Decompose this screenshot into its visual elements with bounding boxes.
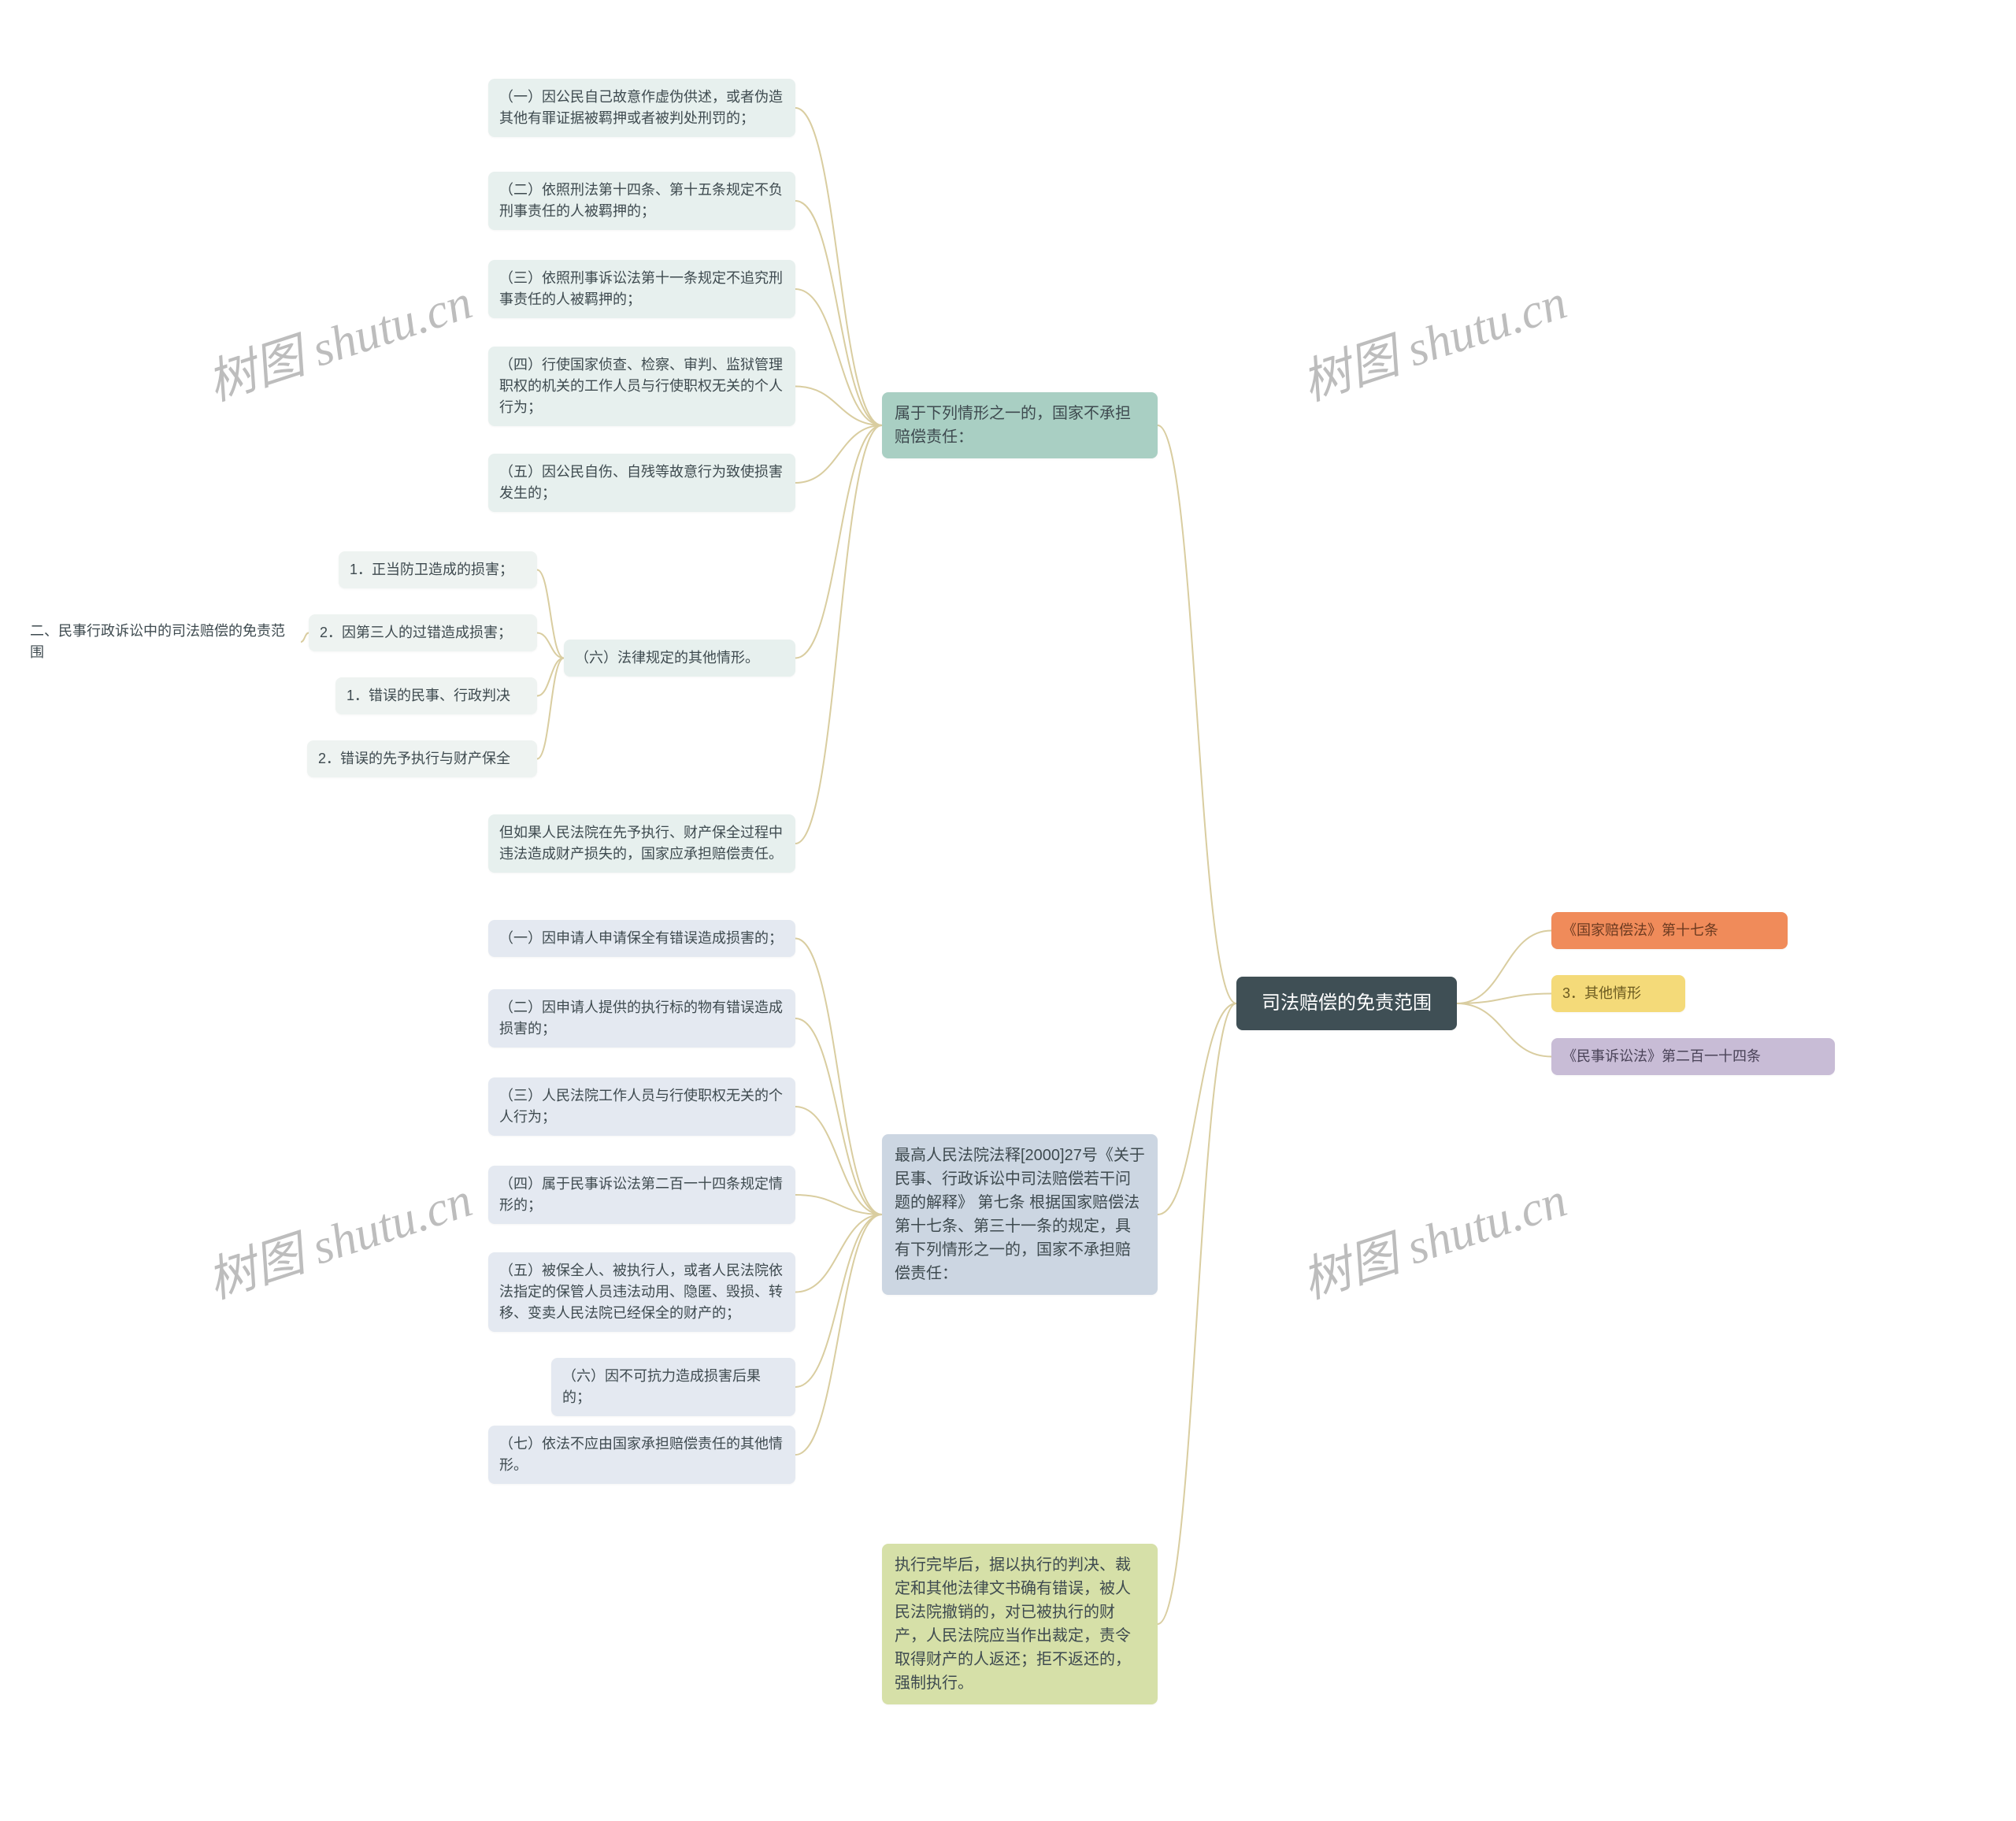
watermark: 树图 shutu.cn xyxy=(1292,262,1574,414)
node-m2c7[interactable]: （七）依法不应由国家承担赔偿责任的其他情形。 xyxy=(488,1426,795,1484)
watermark: 树图 shutu.cn xyxy=(197,1160,480,1312)
node-m1c4[interactable]: （四）行使国家侦查、检察、审判、监狱管理职权的机关的工作人员与行使职权无关的个人… xyxy=(488,347,795,426)
node-m2c5[interactable]: （五）被保全人、被执行人，或者人民法院依法指定的保管人员违法动用、隐匿、毁损、转… xyxy=(488,1252,795,1332)
node-m1c3[interactable]: （三）依照刑事诉讼法第十一条规定不追究刑事责任的人被羁押的； xyxy=(488,260,795,318)
node-m1c5[interactable]: （五）因公民自伤、自残等故意行为致使损害发生的； xyxy=(488,454,795,512)
node-r2[interactable]: 3．其他情形 xyxy=(1551,975,1685,1012)
node-m3[interactable]: 执行完毕后，据以执行的判决、裁定和其他法律文书确有错误，被人民法院撤销的，对已被… xyxy=(882,1544,1158,1704)
node-m2c4[interactable]: （四）属于民事诉讼法第二百一十四条规定情形的； xyxy=(488,1166,795,1224)
node-g4[interactable]: 2．错误的先予执行与财产保全 xyxy=(307,740,537,777)
node-m2c6[interactable]: （六）因不可抗力造成损害后果的； xyxy=(551,1358,795,1416)
watermark: 树图 shutu.cn xyxy=(197,262,480,414)
node-m1c1[interactable]: （一）因公民自己故意作虚伪供述，或者伪造其他有罪证据被羁押或者被判处刑罚的； xyxy=(488,79,795,137)
node-r3[interactable]: 《民事诉讼法》第二百一十四条 xyxy=(1551,1038,1835,1075)
node-m1[interactable]: 属于下列情形之一的，国家不承担赔偿责任： xyxy=(882,392,1158,458)
node-g3[interactable]: 1．错误的民事、行政判决 xyxy=(335,677,537,714)
node-m2c1[interactable]: （一）因申请人申请保全有错误造成损害的； xyxy=(488,920,795,957)
node-m1c7[interactable]: 但如果人民法院在先予执行、财产保全过程中违法造成财产损失的，国家应承担赔偿责任。 xyxy=(488,814,795,873)
mindmap-canvas: 树图 shutu.cn 树图 shutu.cn 树图 shutu.cn 树图 shut… xyxy=(0,0,2016,1821)
watermark: 树图 shutu.cn xyxy=(1292,1160,1574,1312)
node-m2c2[interactable]: （二）因申请人提供的执行标的物有错误造成损害的； xyxy=(488,989,795,1048)
node-g2[interactable]: 2．因第三人的过错造成损害； xyxy=(309,614,537,651)
node-m1c2[interactable]: （二）依照刑法第十四条、第十五条规定不负刑事责任的人被羁押的； xyxy=(488,172,795,230)
node-g1[interactable]: 1．正当防卫造成的损害； xyxy=(339,551,537,588)
node-side1[interactable]: 二、民事行政诉讼中的司法赔偿的免责范围 xyxy=(24,616,301,668)
node-m2c3[interactable]: （三）人民法院工作人员与行使职权无关的个人行为； xyxy=(488,1077,795,1136)
node-r1[interactable]: 《国家赔偿法》第十七条 xyxy=(1551,912,1788,949)
node-m1c6[interactable]: （六）法律规定的其他情形。 xyxy=(564,640,795,677)
node-root[interactable]: 司法赔偿的免责范围 xyxy=(1236,977,1457,1030)
node-m2[interactable]: 最高人民法院法释[2000]27号《关于民事、行政诉讼中司法赔偿若干问题的解释》… xyxy=(882,1134,1158,1295)
